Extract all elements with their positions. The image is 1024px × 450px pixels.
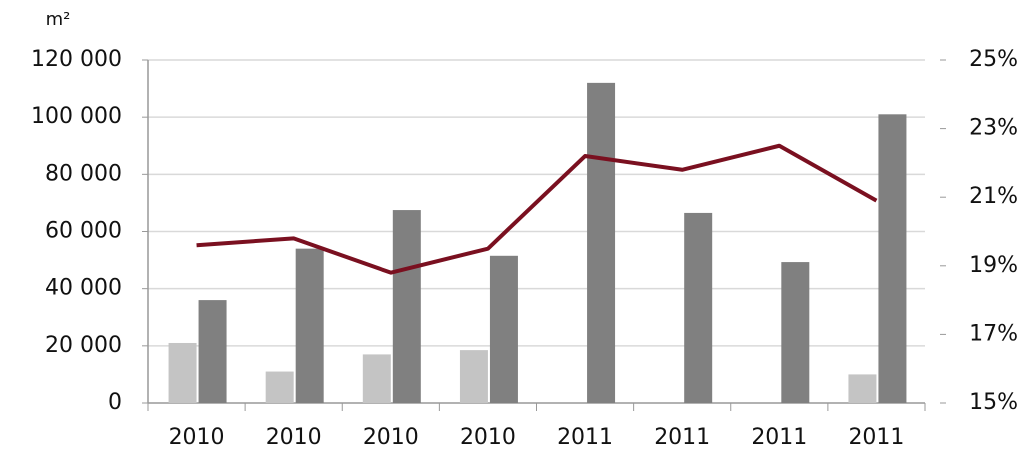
y2-tick-label: 21%: [969, 184, 1018, 209]
bar: [392, 210, 421, 403]
x-tick-label: 2011: [654, 425, 710, 450]
line: [196, 143, 878, 275]
bar: [198, 300, 227, 403]
y-tick-label: 0: [108, 390, 122, 415]
y-tick-label: 100 000: [31, 104, 122, 129]
y2-tick-label: 15%: [969, 390, 1018, 415]
y-tick-label: 80 000: [45, 161, 122, 186]
x-tick-label: 2010: [363, 425, 419, 450]
bar: [489, 255, 518, 403]
y2-tick-label: 25%: [969, 47, 1018, 72]
bar: [459, 350, 488, 403]
y-tick-label: 60 000: [45, 219, 122, 244]
bar: [265, 371, 294, 403]
y-axis-label: m²: [46, 9, 71, 30]
bar: [295, 248, 324, 403]
bar: [362, 354, 391, 403]
y-tick-label: 120 000: [31, 47, 122, 72]
x-tick-label: 2011: [557, 425, 613, 450]
bar: [684, 212, 713, 403]
x-tick-label: 2011: [751, 425, 807, 450]
x-tick-label: 2010: [266, 425, 322, 450]
y-tick-label: 40 000: [45, 276, 122, 301]
x-tick-label: 2010: [460, 425, 516, 450]
y2-tick-label: 19%: [969, 253, 1018, 278]
bar: [781, 262, 810, 403]
x-tick-label: 2010: [169, 425, 225, 450]
y2-tick-label: 17%: [969, 321, 1018, 346]
y-tick-label: 20 000: [45, 333, 122, 358]
bar: [587, 82, 616, 403]
x-tick-label: 2011: [848, 425, 904, 450]
bar: [848, 374, 877, 403]
bar: [878, 114, 907, 403]
bar: [168, 342, 197, 403]
y2-tick-label: 23%: [969, 116, 1018, 141]
